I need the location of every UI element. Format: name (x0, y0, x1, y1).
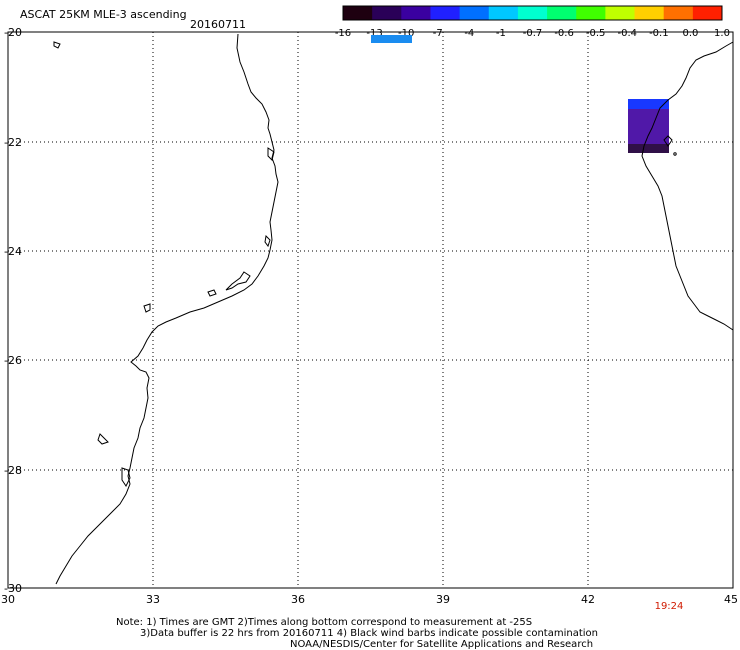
colorbar-label: -0.1 (649, 28, 669, 39)
pass-time-label: 19:24 (655, 601, 684, 612)
colorbar-frame (342, 5, 723, 21)
colorbar-segment (663, 6, 694, 20)
lon-label: 39 (436, 593, 450, 606)
colorbar-segment (459, 6, 490, 20)
colorbar-segment (430, 6, 461, 20)
colorbar-label: 1.0 (714, 28, 730, 39)
colorbar-segment (343, 6, 373, 20)
island (673, 152, 677, 156)
island (207, 289, 217, 297)
lat-label: -26 (4, 354, 22, 367)
wind-swath (628, 99, 669, 153)
colorbar-label: -4 (464, 28, 474, 39)
colorbar-segment (605, 6, 636, 20)
colorbar-label: -0.7 (523, 28, 543, 39)
lat-label: -22 (4, 136, 22, 149)
island (143, 303, 151, 313)
island (267, 147, 275, 161)
island (53, 41, 61, 49)
footnote-line: Note: 1) Times are GMT 2)Times along bot… (116, 617, 533, 628)
colorbar-segment (634, 6, 665, 20)
island (225, 271, 251, 291)
lon-label: 42 (581, 593, 595, 606)
island (97, 433, 109, 445)
lat-label: -20 (4, 26, 22, 39)
colorbar-segment (547, 6, 577, 20)
lat-label: -28 (4, 464, 22, 477)
colorbar-segment (372, 6, 402, 20)
map-frame (7, 31, 734, 589)
colorbar-label: -0.5 (586, 28, 606, 39)
legend-marker (371, 35, 412, 43)
map-date: 20160711 (190, 18, 246, 31)
lon-label: 33 (146, 593, 160, 606)
lat-lon-grid (8, 32, 733, 588)
colorbar-segment (517, 6, 548, 20)
colorbar-label: -0.4 (617, 28, 637, 39)
island (663, 135, 673, 147)
footnote-line: NOAA/NESDIS/Center for Satellite Applica… (290, 639, 594, 650)
colorbar-segment (401, 6, 431, 20)
lon-label: 45 (724, 593, 738, 606)
island (264, 234, 271, 248)
colorbar-segment (488, 6, 519, 20)
swath-cell (628, 99, 669, 109)
coastline-west (55, 33, 279, 585)
lon-label: 30 (1, 593, 15, 606)
lat-label: -30 (4, 582, 22, 595)
colorbar-label: -1 (496, 28, 506, 39)
swath-cell (628, 144, 669, 153)
coastline (53, 33, 734, 585)
colorbar-label: -16 (335, 28, 351, 39)
colorbar-label: -0.6 (554, 28, 574, 39)
swath-cell (628, 109, 669, 144)
colorbar-label: 0.0 (682, 28, 698, 39)
lat-label: -24 (4, 245, 22, 258)
colorbar-label: -13 (366, 28, 382, 39)
map-title: ASCAT 25KM MLE-3 ascending (20, 8, 187, 21)
colorbar-label: -7 (433, 28, 443, 39)
island (121, 467, 131, 487)
colorbar-segment (576, 6, 606, 20)
footnote-line: 3)Data buffer is 22 hrs from 20160711 4)… (140, 628, 598, 639)
colorbar-label: -10 (398, 28, 414, 39)
coastline-east (641, 41, 734, 331)
colorbar-segment (692, 6, 723, 20)
lon-label: 36 (291, 593, 305, 606)
colorbar: -16 -13 -10 -7 -4 -1 -0.7 -0.6 -0.5 -0.4 -0.1 0.0 1.… (335, 5, 730, 39)
